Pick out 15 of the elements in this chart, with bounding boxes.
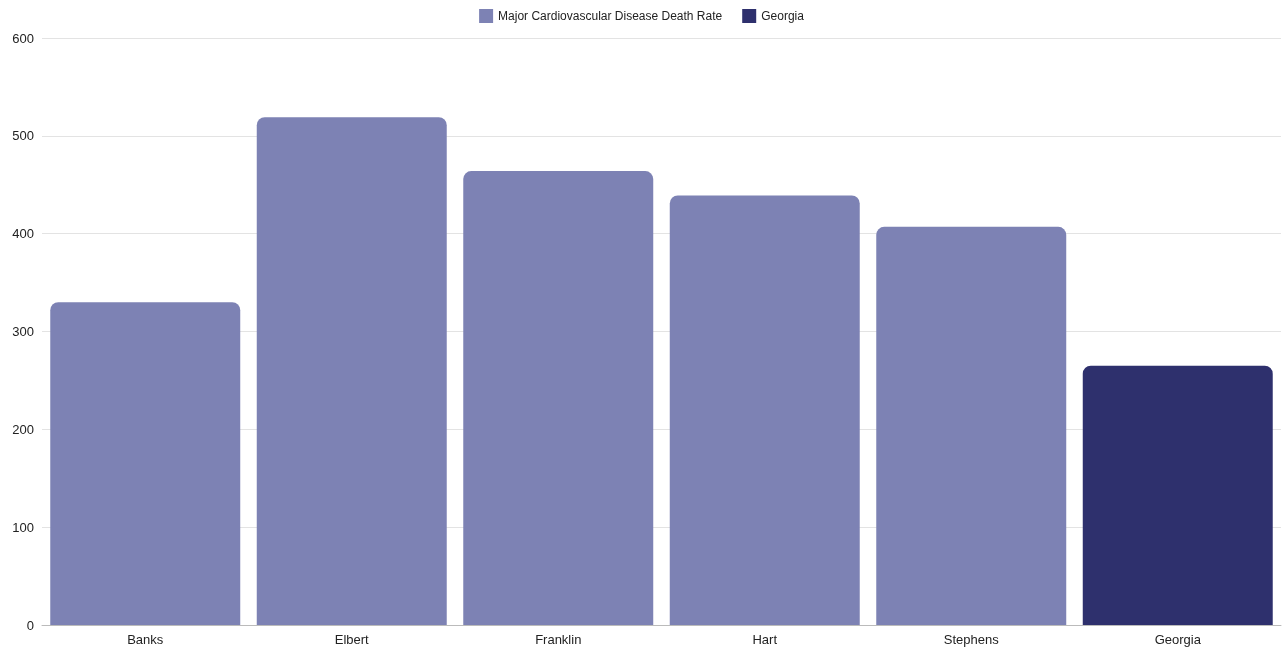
x-tick-label: Stephens xyxy=(943,632,1000,647)
x-tick-label: Banks xyxy=(127,632,164,647)
y-tick-label: 400 xyxy=(12,226,34,242)
y-tick-label: 300 xyxy=(12,324,34,339)
legend-label: Georgia xyxy=(761,9,805,23)
y-tick-label: 200 xyxy=(12,421,34,437)
y-tick-label: 600 xyxy=(12,30,34,46)
y-tick-label: 100 xyxy=(12,519,34,535)
legend-label: Major Cardiovascular Disease Death Rate xyxy=(498,9,723,23)
x-tick-label: Hart xyxy=(752,632,778,647)
x-tick-label: Georgia xyxy=(1154,632,1202,647)
y-tick-label: 500 xyxy=(12,128,34,144)
y-tick-label: 0 xyxy=(26,617,34,633)
x-tick-label: Elbert xyxy=(334,632,370,647)
x-tick-label: Franklin xyxy=(535,632,582,647)
